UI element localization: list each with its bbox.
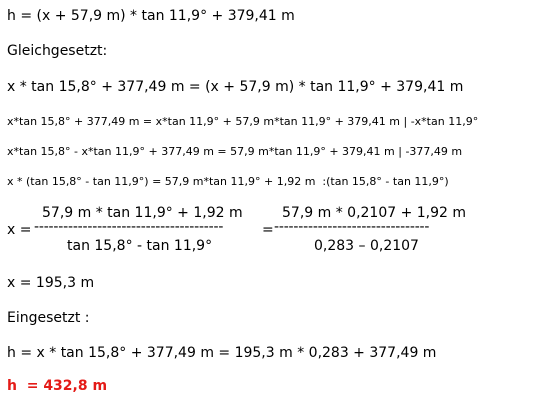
equation-step-3: x * (tan 15,8° - tan 11,9°) = 57,9 m*tan…: [7, 175, 449, 188]
heading-gleichgesetzt: Gleichgesetzt:: [7, 43, 108, 59]
equation-step-1: x*tan 15,8° + 377,49 m = x*tan 11,9° + 5…: [7, 115, 479, 128]
heading-eingesetzt: Eingesetzt :: [7, 310, 90, 326]
equation-equated: x * tan 15,8° + 377,49 m = (x + 57,9 m) …: [7, 79, 464, 95]
numerator-2: 57,9 m * 0,2107 + 1,92 m: [282, 205, 467, 221]
equation-h-definition: h = (x + 57,9 m) * tan 11,9° + 379,41 m: [7, 8, 295, 24]
denominator-2: 0,283 – 0,2107: [314, 238, 419, 254]
fraction-bar-2: --------------------------------: [274, 219, 430, 235]
equation-step-2: x*tan 15,8° - x*tan 11,9° + 377,49 m = 5…: [7, 145, 463, 158]
final-result: h = 432,8 m: [7, 378, 108, 394]
fraction-lhs: x =: [7, 222, 32, 238]
fraction-equals: =: [262, 222, 274, 238]
fraction-bar-1: ---------------------------------------: [34, 219, 224, 235]
denominator-1: tan 15,8° - tan 11,9°: [67, 238, 213, 254]
x-result: x = 195,3 m: [7, 275, 95, 291]
equation-substituted: h = x * tan 15,8° + 377,49 m = 195,3 m *…: [7, 345, 437, 361]
numerator-1: 57,9 m * tan 11,9° + 1,92 m: [42, 205, 243, 221]
